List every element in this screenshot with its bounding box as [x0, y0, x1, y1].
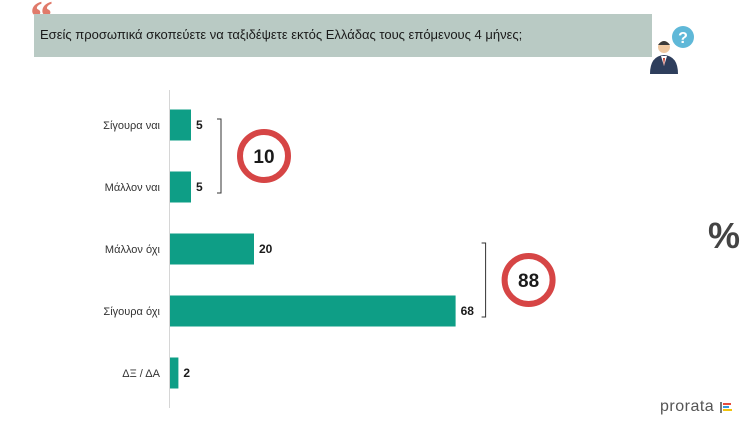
category-label: Μάλλον ναι	[105, 182, 161, 194]
category-label: Μάλλον όχι	[105, 244, 161, 256]
category-label: ΔΞ / ΔΑ	[122, 368, 160, 380]
bar	[170, 357, 179, 389]
question-text: Εσείς προσωπικά σκοπεύετε να ταξιδέψετε …	[40, 27, 523, 42]
bar	[170, 233, 254, 265]
group-bracket	[217, 118, 222, 194]
category-label: Σίγουρα όχι	[103, 306, 160, 318]
logo-bars-icon	[720, 402, 732, 413]
data-label: 68	[461, 304, 475, 318]
category-label: Σίγουρα ναι	[103, 120, 160, 132]
svg-text:?: ?	[678, 30, 688, 47]
data-label: 20	[259, 242, 273, 256]
bar	[170, 109, 191, 141]
bar	[170, 171, 191, 203]
group-total-label: 10	[253, 147, 274, 168]
percent-icon: %	[708, 215, 741, 256]
data-label: 2	[183, 366, 190, 380]
prorata-logo: prorata	[660, 398, 715, 415]
group-total-circle	[237, 129, 291, 183]
question-banner: Εσείς προσωπικά σκοπεύετε να ταξιδέψετε …	[34, 14, 652, 57]
bar	[170, 295, 456, 327]
group-total-circle	[501, 253, 556, 307]
data-label: 5	[196, 118, 203, 132]
person-question-icon: ?	[650, 26, 694, 74]
group-bracket	[481, 242, 487, 318]
data-label: 5	[196, 180, 203, 194]
group-total-label: 88	[518, 271, 539, 292]
